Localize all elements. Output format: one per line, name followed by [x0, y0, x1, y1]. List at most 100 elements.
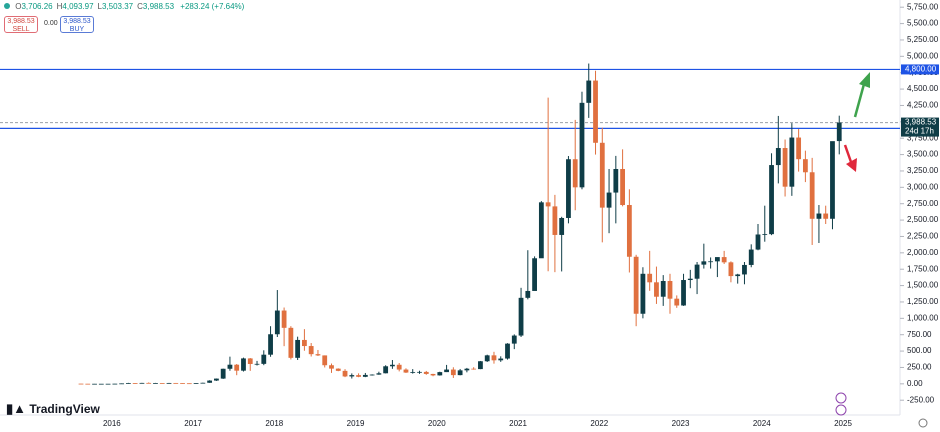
- x-tick-label: 2023: [672, 419, 690, 428]
- ohlc-key: O: [15, 2, 22, 11]
- candle-body: [755, 234, 761, 250]
- x-tick-label: 2025: [834, 419, 852, 428]
- candle-body: [254, 363, 260, 365]
- y-tick-label: 2,000.00: [907, 248, 939, 257]
- ohlc-key: L: [97, 2, 102, 11]
- countdown-label: 24d 17h: [905, 127, 934, 136]
- candle-body: [809, 172, 815, 219]
- y-tick-label: 2,750.00: [907, 199, 939, 208]
- candle-body: [654, 282, 659, 297]
- candle-body: [450, 369, 456, 376]
- x-tick-label: 2019: [347, 419, 365, 428]
- candle-body: [132, 383, 138, 384]
- y-tick-label: 500.00: [907, 346, 932, 355]
- candle-body: [234, 364, 240, 371]
- candle-body: [119, 383, 125, 385]
- candle-body: [694, 264, 700, 279]
- candle-body: [105, 383, 111, 385]
- candle-body: [484, 355, 490, 362]
- last-price-tag: [901, 117, 939, 137]
- candle-body: [329, 365, 334, 369]
- candle-body: [268, 334, 273, 355]
- candle-body: [559, 217, 565, 235]
- x-tick-label: 2021: [509, 419, 527, 428]
- brand-name: TradingView: [29, 402, 100, 416]
- y-tick-label: 0.00: [907, 379, 923, 388]
- candle-body: [281, 310, 287, 328]
- candle-body: [369, 374, 375, 376]
- candle-body: [308, 346, 314, 355]
- down-arrow: [843, 144, 857, 172]
- candle-body: [579, 102, 585, 188]
- y-tick-label: 1,250.00: [907, 297, 939, 306]
- candle-body: [626, 205, 632, 257]
- change: +283.24 (+7.64%): [180, 2, 245, 11]
- ohlc-key: H: [56, 2, 63, 11]
- candle-body: [802, 159, 808, 173]
- candle-body: [491, 355, 497, 361]
- y-tick-label: 1,750.00: [907, 264, 939, 273]
- candle-body: [830, 141, 835, 219]
- candle-body: [606, 192, 612, 208]
- x-tick-label: 2018: [265, 419, 283, 428]
- ohlc-value: 3,988.53: [142, 2, 175, 11]
- candle-body: [146, 382, 152, 384]
- candle-body: [193, 383, 199, 384]
- ohlc-readout: O3,706.26 H4,093.97 L3,503.37 C3,988.53 +28…: [4, 2, 248, 11]
- y-tick-label: 3,500.00: [907, 150, 939, 159]
- candle-body: [464, 368, 470, 371]
- ohlc-value: 3,706.26: [21, 2, 53, 11]
- settings-icon[interactable]: [918, 418, 928, 428]
- candle-body: [748, 249, 754, 265]
- candle-body: [471, 368, 477, 370]
- y-tick-label: 2,250.00: [907, 232, 939, 241]
- candle-body: [572, 159, 578, 188]
- candle-body: [721, 257, 727, 263]
- candle-body: [511, 335, 517, 344]
- sell-button[interactable]: 3,988.53 SELL: [4, 16, 38, 33]
- candle-body: [295, 339, 301, 358]
- candle-body: [92, 383, 97, 385]
- candle-body: [647, 273, 653, 283]
- candle-body: [728, 262, 734, 277]
- ohlc-value: 3,503.37: [101, 2, 134, 11]
- candle-body: [613, 168, 619, 193]
- candle-body: [518, 297, 524, 336]
- candle-body: [335, 368, 341, 371]
- candle-body: [220, 368, 226, 379]
- ohlc-values: O3,706.26 H4,093.97 L3,503.37 C3,988.53: [15, 2, 178, 11]
- candle-body: [362, 374, 368, 377]
- candle-body: [125, 383, 131, 384]
- candle-body: [762, 234, 768, 235]
- event-icon[interactable]: [835, 392, 847, 404]
- candle-body: [735, 274, 741, 277]
- y-tick-label: 5,000.00: [907, 51, 939, 60]
- candle-body: [538, 202, 544, 259]
- candle-body: [159, 383, 165, 384]
- candle-body: [505, 343, 510, 359]
- candle-body: [356, 375, 361, 377]
- candle-body: [789, 137, 795, 187]
- candle-body: [457, 370, 463, 376]
- candle-body: [261, 354, 267, 364]
- candle-body: [437, 372, 443, 376]
- candle-body: [396, 364, 402, 370]
- event-icon[interactable]: [835, 404, 847, 416]
- level-tag: [901, 64, 939, 75]
- candle-body: [139, 382, 145, 384]
- candle-body: [566, 159, 571, 218]
- candle-body: [640, 273, 646, 314]
- candle-body: [633, 256, 639, 314]
- candle-body: [383, 366, 389, 374]
- y-tick-label: 3,000.00: [907, 182, 939, 191]
- y-tick-label: 5,250.00: [907, 35, 939, 44]
- buy-button[interactable]: 3,988.53 BUY: [60, 16, 94, 33]
- x-tick-label: 2016: [103, 419, 121, 428]
- candle-body: [214, 378, 219, 381]
- candle-body: [552, 206, 558, 235]
- candle-body: [545, 202, 551, 207]
- candle-body: [586, 80, 592, 103]
- candle-body: [498, 358, 504, 361]
- candle-body: [687, 278, 693, 281]
